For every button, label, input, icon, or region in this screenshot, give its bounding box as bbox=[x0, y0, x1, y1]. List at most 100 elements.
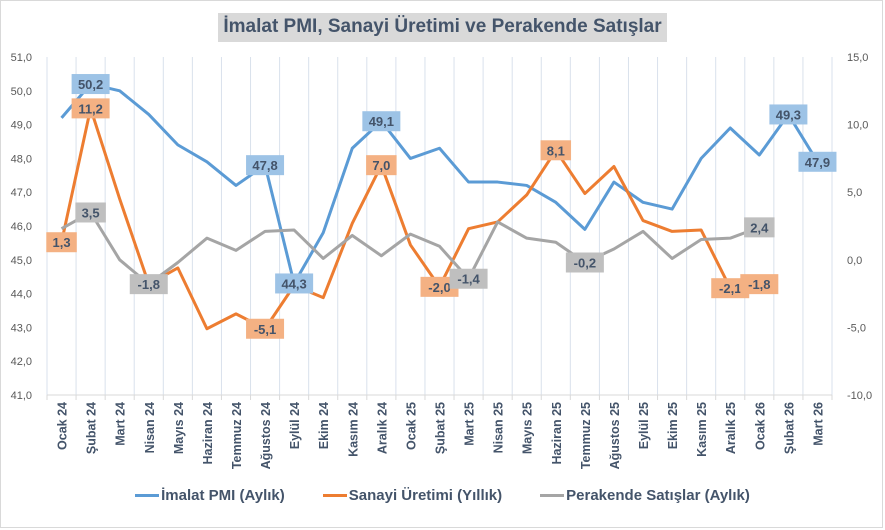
x-tick-label: Nisan 24 bbox=[143, 402, 157, 453]
data-label-text: 49,3 bbox=[776, 107, 801, 122]
data-label: 49,1 bbox=[362, 111, 401, 132]
data-label: 47,9 bbox=[798, 151, 837, 172]
right-tick-label: -10,0 bbox=[847, 390, 872, 402]
chart-title: İmalat PMI, Sanayi Üretimi ve Perakende … bbox=[218, 13, 667, 42]
data-label: 2,4 bbox=[744, 217, 775, 238]
data-label-box bbox=[362, 111, 401, 132]
series-lines bbox=[60, 82, 819, 331]
right-tick-label: -5,0 bbox=[847, 322, 866, 334]
data-label: -1,8 bbox=[129, 274, 168, 295]
x-tick-label: Ağustos 25 bbox=[608, 402, 622, 469]
x-tick-label: Şubat 25 bbox=[434, 402, 448, 454]
data-label-text: -1,8 bbox=[748, 277, 770, 292]
data-label-text: 50,2 bbox=[78, 77, 103, 92]
data-label-text: -5,1 bbox=[254, 322, 276, 337]
vertical-gridlines bbox=[46, 57, 833, 400]
right-tick-label: 5,0 bbox=[847, 187, 862, 199]
right-tick-label: 10,0 bbox=[847, 120, 868, 132]
legend-swatch-pmi bbox=[135, 494, 160, 497]
data-label-text: 2,4 bbox=[750, 220, 769, 235]
legend-item-perakende[interactable]: Perakende Satışlar (Aylık) bbox=[540, 487, 750, 504]
right-axis-ticks: 15,0 10,0 5,0 0,0 -5,0 -10,0 bbox=[847, 52, 872, 402]
data-label-text: -2,0 bbox=[428, 280, 450, 295]
data-label-box bbox=[769, 104, 808, 125]
left-tick-label: 51,0 bbox=[11, 52, 32, 64]
data-label: 50,2 bbox=[71, 74, 110, 95]
legend: İmalat PMI (Aylık) Sanayi Üretimi (Yıllı… bbox=[0, 487, 885, 504]
left-tick-label: 41,0 bbox=[11, 390, 32, 402]
x-tick-label: Ağustos 24 bbox=[259, 402, 273, 469]
data-label-text: -1,4 bbox=[457, 272, 480, 287]
data-label-text: 1,3 bbox=[52, 235, 70, 250]
data-label-box bbox=[246, 318, 285, 339]
x-axis-ticks: Ocak 24 Şubat 24 Mart 24 Nisan 24 Mayıs 24 Ha… bbox=[56, 402, 826, 469]
x-tick-label: Nisan 25 bbox=[492, 402, 506, 453]
data-label-text: -0,2 bbox=[574, 256, 596, 271]
series-line bbox=[60, 210, 760, 286]
left-tick-label: 48,0 bbox=[11, 153, 32, 165]
series-line bbox=[60, 82, 819, 285]
data-label: -1,4 bbox=[449, 268, 488, 289]
data-label: -2,1 bbox=[711, 278, 750, 299]
left-tick-label: 45,0 bbox=[11, 255, 32, 267]
data-label: 44,3 bbox=[275, 273, 314, 294]
data-label-box bbox=[798, 151, 837, 172]
legend-label-sanayi: Sanayi Üretimi (Yıllık) bbox=[348, 487, 503, 504]
x-tick-label: Mart 26 bbox=[811, 402, 825, 446]
data-label: -2,0 bbox=[420, 276, 459, 297]
data-label-box bbox=[366, 155, 397, 176]
legend-item-pmi[interactable]: İmalat PMI (Aylık) bbox=[135, 487, 285, 504]
series-line bbox=[60, 106, 760, 331]
left-tick-label: 42,0 bbox=[11, 356, 32, 368]
data-label-box bbox=[246, 155, 285, 176]
data-label: 1,3 bbox=[46, 232, 77, 253]
chart-title-wrap: İmalat PMI, Sanayi Üretimi ve Perakende … bbox=[0, 13, 885, 42]
right-tick-label: 0,0 bbox=[847, 255, 862, 267]
data-label: 3,5 bbox=[75, 202, 106, 223]
data-label-text: 44,3 bbox=[281, 276, 306, 291]
data-label-text: -2,1 bbox=[719, 281, 741, 296]
data-label-box bbox=[565, 252, 604, 273]
data-label-text: 47,8 bbox=[252, 158, 277, 173]
legend-label-pmi: İmalat PMI (Aylık) bbox=[161, 487, 285, 504]
data-label: 8,1 bbox=[540, 140, 572, 161]
data-label-box bbox=[75, 202, 106, 223]
x-tick-label: Haziran 24 bbox=[201, 402, 215, 465]
x-tick-label: Mart 25 bbox=[463, 402, 477, 446]
data-label: 7,0 bbox=[366, 155, 397, 176]
data-label-box bbox=[744, 217, 775, 238]
x-tick-label: Ocak 26 bbox=[753, 402, 767, 450]
data-label-box bbox=[71, 74, 110, 95]
right-tick-label: 15,0 bbox=[847, 52, 868, 64]
x-tick-label: Kasım 25 bbox=[695, 402, 709, 457]
x-tick-label: Mart 24 bbox=[114, 402, 128, 446]
data-label-text: 8,1 bbox=[547, 143, 565, 158]
left-tick-label: 47,0 bbox=[11, 187, 32, 199]
x-tick-label: Temmuz 24 bbox=[230, 402, 244, 469]
legend-item-sanayi[interactable]: Sanayi Üretimi (Yıllık) bbox=[322, 487, 503, 504]
x-tick-label: Kasım 24 bbox=[346, 402, 360, 457]
data-label-text: 49,1 bbox=[369, 114, 394, 129]
x-tick-label: Mayıs 25 bbox=[521, 402, 535, 454]
data-label-text: 3,5 bbox=[82, 205, 100, 220]
left-tick-label: 46,0 bbox=[11, 221, 32, 233]
left-tick-label: 44,0 bbox=[11, 289, 32, 301]
data-label-box bbox=[711, 278, 750, 299]
data-label-box bbox=[275, 273, 314, 294]
left-tick-label: 49,0 bbox=[11, 120, 32, 132]
data-label: 11,2 bbox=[71, 98, 110, 119]
x-tick-label: Ekim 25 bbox=[666, 402, 680, 449]
x-tick-label: Temmuz 25 bbox=[579, 402, 593, 469]
left-axis-ticks: 51,0 50,0 49,0 48,0 47,0 46,0 45,0 44,0 43,0 42,0… bbox=[11, 52, 32, 402]
x-tick-label: Ekim 24 bbox=[317, 402, 331, 449]
x-tick-label: Şubat 24 bbox=[85, 402, 99, 454]
x-tick-label: Mayıs 24 bbox=[172, 402, 186, 454]
data-label-text: -1,8 bbox=[138, 277, 160, 292]
data-label-text: 11,2 bbox=[78, 101, 103, 116]
data-label: -0,2 bbox=[565, 252, 604, 273]
data-label: 49,3 bbox=[769, 104, 808, 125]
legend-label-perakende: Perakende Satışlar (Aylık) bbox=[566, 487, 750, 504]
legend-swatch-perakende bbox=[540, 494, 565, 497]
legend-swatch-sanayi bbox=[322, 494, 347, 497]
